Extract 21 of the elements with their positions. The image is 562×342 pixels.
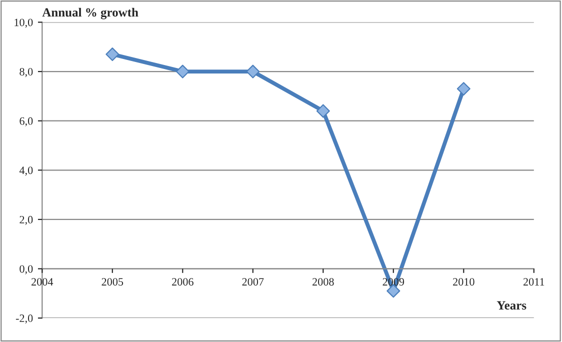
x-tick-label: 2010 xyxy=(453,278,474,286)
y-tick-label: 2,0 xyxy=(20,216,33,226)
y-tick-label: 4,0 xyxy=(19,166,33,176)
x-tick-label: 2005 xyxy=(102,278,124,286)
y-tick-label: 6,0 xyxy=(20,117,33,126)
y-tick-label: 8,0 xyxy=(20,68,33,78)
x-axis-title: Years xyxy=(496,301,526,310)
y-axis-title: Annual % growth xyxy=(42,8,138,20)
point xyxy=(246,64,260,78)
x-tick-label: 2007 xyxy=(242,278,264,286)
y-tick-label: 10,0 xyxy=(14,18,33,28)
x-tick-label: 2004 xyxy=(32,278,54,286)
point xyxy=(106,48,120,62)
point xyxy=(176,64,190,78)
point xyxy=(456,82,470,96)
x-tick-label: 2008 xyxy=(312,278,334,286)
x-tick-label: 2006 xyxy=(172,278,194,286)
y-tick-label: -2,0 xyxy=(16,314,33,324)
x-tick-label: 2011 xyxy=(523,278,544,286)
point xyxy=(316,104,330,118)
y-tick-label: 0,0 xyxy=(20,265,33,274)
